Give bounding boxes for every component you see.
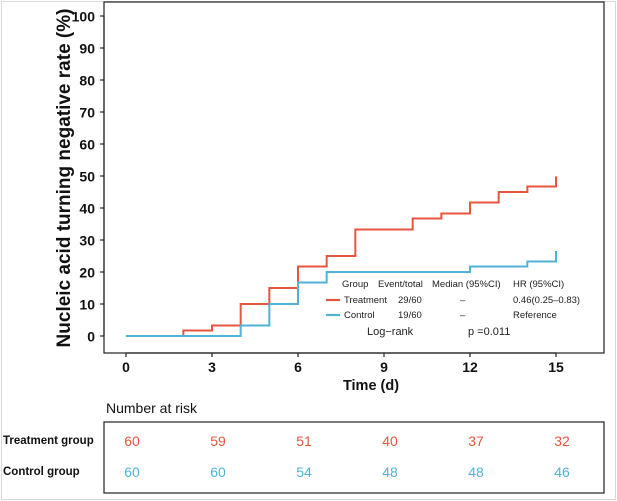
y-tick-label: 70 bbox=[79, 105, 95, 121]
x-axis-ticks: 0 3 6 9 12 15 bbox=[122, 353, 564, 375]
legend-treatment-hr: 0.46(0.25–0.83) bbox=[513, 295, 580, 306]
x-tick-label: 15 bbox=[548, 359, 564, 375]
legend-header-event: Event/total bbox=[378, 279, 423, 290]
legend-header-hr: HR (95%CI) bbox=[513, 279, 564, 290]
risk-table-title: Number at risk bbox=[106, 400, 198, 416]
y-axis-label: Nucleic acid turning negative rate (%) bbox=[54, 9, 75, 348]
x-tick-label: 12 bbox=[462, 359, 478, 375]
risk-value-treatment: 51 bbox=[296, 433, 312, 449]
risk-value-treatment: 59 bbox=[210, 433, 226, 449]
y-tick-label: 50 bbox=[79, 169, 95, 185]
risk-value-control: 48 bbox=[382, 464, 398, 480]
risk-value-control: 46 bbox=[554, 464, 570, 480]
y-tick-label: 90 bbox=[79, 41, 95, 57]
risk-table-box bbox=[103, 421, 605, 494]
survival-curves bbox=[126, 176, 557, 337]
y-tick-label: 80 bbox=[79, 73, 95, 89]
legend-header-median: Median (95%CI) bbox=[432, 279, 501, 290]
curve-control bbox=[126, 256, 557, 337]
risk-row-label-treatment: Treatment group bbox=[3, 435, 94, 447]
risk-value-treatment: 32 bbox=[554, 433, 570, 449]
legend-control-group: Control bbox=[344, 310, 375, 321]
x-tick-label: 0 bbox=[122, 359, 130, 375]
risk-table-values: 60 59 51 40 37 32 60 60 54 48 48 46 bbox=[124, 433, 570, 480]
risk-value-control: 54 bbox=[296, 464, 312, 480]
legend-control-event: 19/60 bbox=[398, 310, 422, 321]
curve-treatment bbox=[126, 181, 557, 337]
risk-value-treatment: 60 bbox=[124, 433, 140, 449]
y-tick-label: 10 bbox=[79, 297, 95, 313]
y-tick-label: 0 bbox=[87, 329, 95, 345]
legend: Group Event/total Median (95%CI) HR (95%… bbox=[326, 279, 580, 338]
y-tick-label: 60 bbox=[79, 137, 95, 153]
y-tick-label: 40 bbox=[79, 201, 95, 217]
risk-row-label-control: Control group bbox=[3, 466, 80, 478]
x-tick-label: 3 bbox=[208, 359, 216, 375]
legend-treatment-median: – bbox=[460, 295, 466, 306]
legend-treatment-event: 29/60 bbox=[398, 295, 422, 306]
y-axis-ticks: 0 10 20 30 40 50 60 70 80 90 100 bbox=[72, 9, 104, 345]
legend-header-group: Group bbox=[342, 279, 368, 290]
risk-value-control: 60 bbox=[124, 464, 140, 480]
legend-control-median: – bbox=[460, 310, 466, 321]
y-tick-label: 100 bbox=[72, 9, 96, 25]
logrank-label: Log−rank bbox=[367, 326, 414, 338]
x-tick-label: 9 bbox=[380, 359, 388, 375]
y-tick-label: 30 bbox=[79, 233, 95, 249]
risk-value-control: 60 bbox=[210, 464, 226, 480]
p-value: p =0.011 bbox=[468, 326, 510, 338]
y-tick-label: 20 bbox=[79, 265, 95, 281]
legend-treatment-group: Treatment bbox=[344, 295, 387, 306]
x-axis-label: Time (d) bbox=[343, 378, 399, 394]
legend-control-hr: Reference bbox=[513, 310, 557, 321]
risk-value-treatment: 37 bbox=[468, 433, 484, 449]
risk-value-control: 48 bbox=[468, 464, 484, 480]
risk-value-treatment: 40 bbox=[382, 433, 398, 449]
x-tick-label: 6 bbox=[294, 359, 302, 375]
